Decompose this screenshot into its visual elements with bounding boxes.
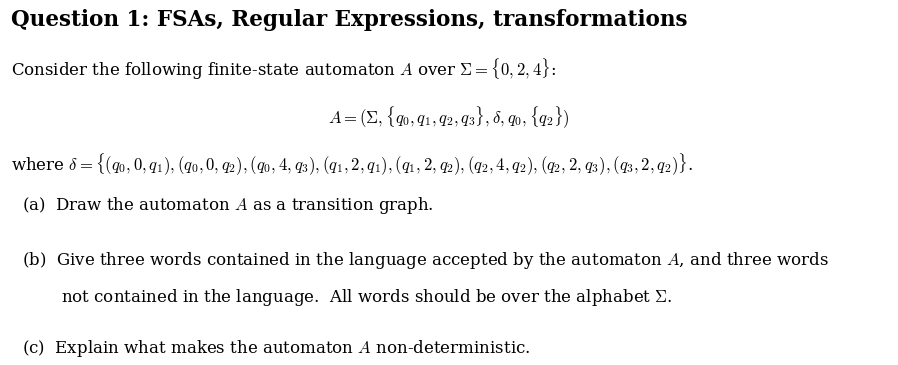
Text: (b)  Give three words contained in the language accepted by the automaton $A$, a: (b) Give three words contained in the la… [22, 250, 829, 271]
Text: where $\delta = \{(q_0, 0, q_1), (q_0, 0, q_2), (q_0, 4, q_3), (q_1, 2, q_1), (q: where $\delta = \{(q_0, 0, q_1), (q_0, 0… [11, 151, 693, 177]
Text: Question 1: FSAs, Regular Expressions, transformations: Question 1: FSAs, Regular Expressions, t… [11, 9, 687, 31]
Text: $A = (\Sigma, \{q_0, q_1, q_2, q_3\}, \delta, q_0, \{q_2\})$: $A = (\Sigma, \{q_0, q_1, q_2, q_3\}, \d… [328, 104, 570, 130]
Text: (a)  Draw the automaton $A$ as a transition graph.: (a) Draw the automaton $A$ as a transiti… [22, 195, 435, 216]
Text: Consider the following finite-state automaton $A$ over $\Sigma = \{0, 2, 4\}$:: Consider the following finite-state auto… [11, 57, 556, 82]
Text: not contained in the language.  All words should be over the alphabet $\Sigma$.: not contained in the language. All words… [61, 287, 673, 308]
Text: (c)  Explain what makes the automaton $A$ non-deterministic.: (c) Explain what makes the automaton $A$… [22, 338, 531, 359]
